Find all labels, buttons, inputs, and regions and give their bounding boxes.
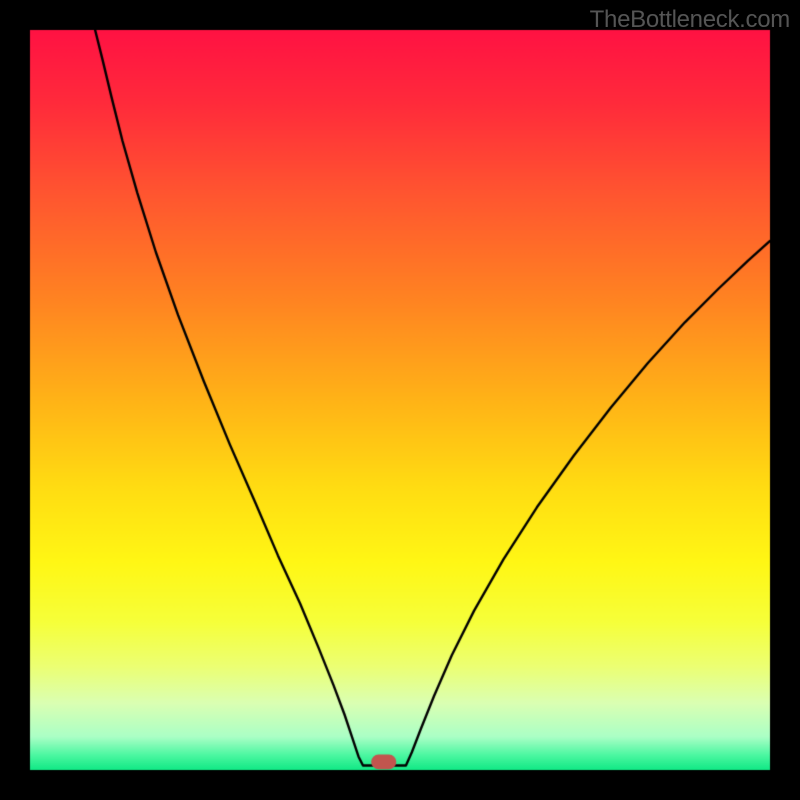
bottleneck-chart	[0, 0, 800, 800]
